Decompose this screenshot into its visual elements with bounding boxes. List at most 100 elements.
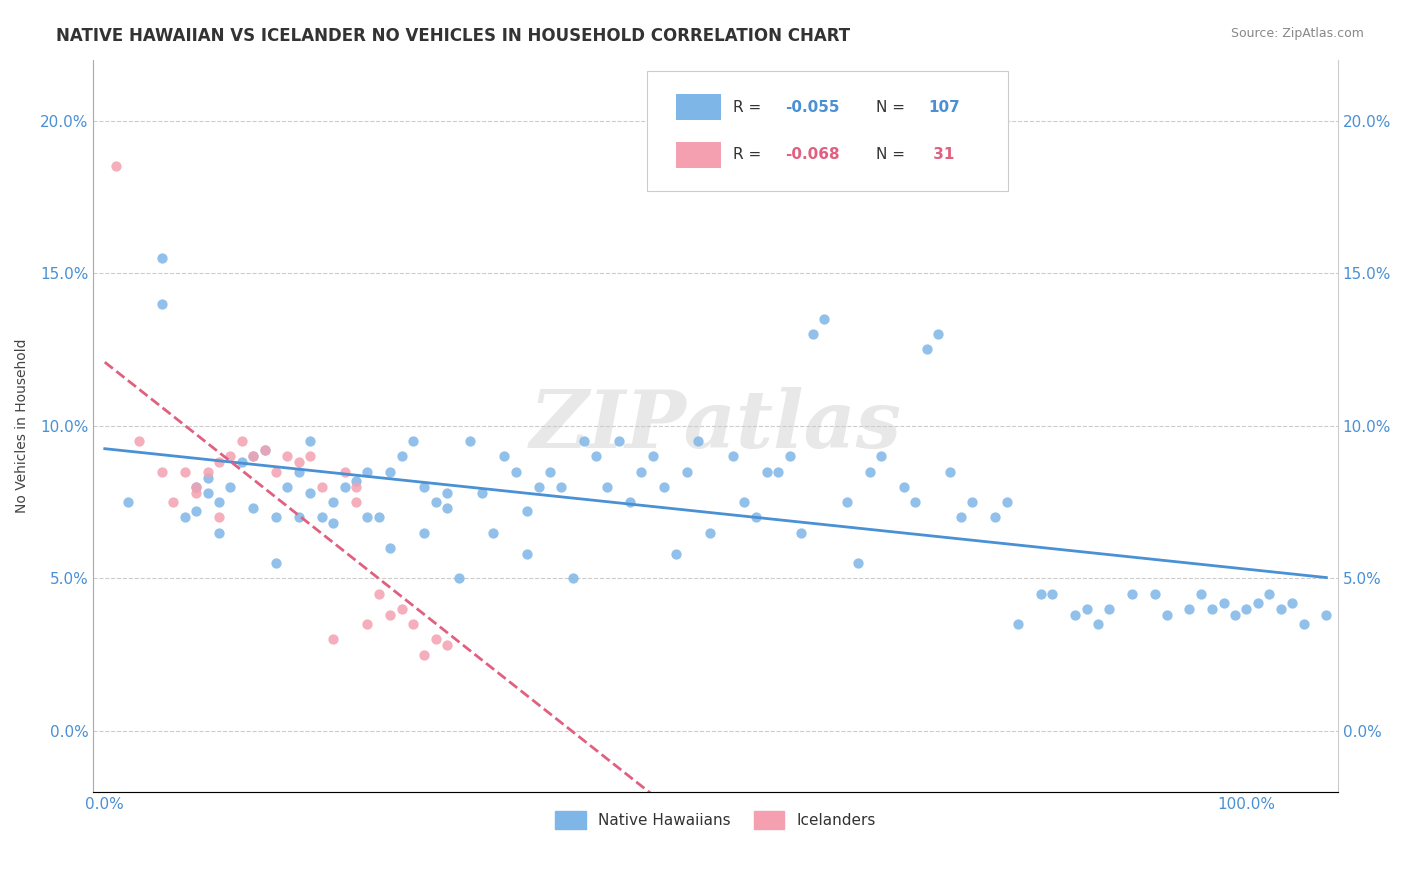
Point [494, 450, 516, 464]
FancyBboxPatch shape [676, 142, 720, 168]
Point [505, 465, 527, 479]
Point [242, 450, 264, 464]
Point [904, 495, 927, 509]
Y-axis label: No Vehicles in Household: No Vehicles in Household [15, 339, 30, 513]
Point [436, 501, 458, 516]
Point [197, 470, 219, 484]
Point [264, 465, 287, 479]
Point [299, 434, 322, 448]
Point [184, 486, 207, 500]
Text: 31: 31 [928, 147, 955, 162]
Point [128, 434, 150, 448]
Point [688, 434, 710, 448]
Text: -0.068: -0.068 [785, 147, 839, 162]
Point [299, 486, 322, 500]
Point [219, 480, 242, 494]
Point [356, 465, 378, 479]
Point [1121, 586, 1143, 600]
Point [1076, 602, 1098, 616]
Point [436, 486, 458, 500]
Point [1007, 617, 1029, 632]
Point [288, 510, 311, 524]
Point [333, 480, 356, 494]
Point [447, 571, 470, 585]
Point [665, 547, 688, 561]
Point [846, 556, 869, 570]
Point [413, 525, 436, 540]
Point [344, 480, 367, 494]
Point [184, 480, 207, 494]
Point [380, 607, 402, 622]
Point [413, 480, 436, 494]
Point [984, 510, 1007, 524]
Point [482, 525, 505, 540]
Point [995, 495, 1018, 509]
Point [276, 480, 298, 494]
Point [1247, 596, 1270, 610]
Point [755, 465, 778, 479]
Point [231, 455, 253, 469]
Point [1292, 617, 1315, 632]
Point [1189, 586, 1212, 600]
Point [253, 443, 276, 458]
Point [1064, 607, 1087, 622]
Point [927, 327, 949, 342]
Point [938, 465, 960, 479]
Point [768, 465, 790, 479]
Point [1144, 586, 1167, 600]
Point [162, 495, 184, 509]
Text: R =: R = [733, 147, 766, 162]
Point [380, 541, 402, 555]
Text: -0.055: -0.055 [785, 100, 839, 115]
Point [264, 556, 287, 570]
Point [299, 450, 322, 464]
Point [333, 465, 356, 479]
Point [173, 510, 195, 524]
Point [391, 602, 413, 616]
Point [813, 312, 835, 326]
Point [402, 434, 425, 448]
Point [402, 617, 425, 632]
Point [1178, 602, 1201, 616]
Text: N =: N = [876, 147, 910, 162]
Point [150, 465, 173, 479]
Point [585, 450, 607, 464]
Point [652, 480, 675, 494]
Point [676, 465, 699, 479]
Point [1281, 596, 1303, 610]
Point [744, 510, 766, 524]
Point [1040, 586, 1063, 600]
Point [219, 450, 242, 464]
Point [391, 450, 413, 464]
Point [1087, 617, 1109, 632]
Point [425, 495, 447, 509]
Text: ZIPatlas: ZIPatlas [530, 387, 901, 465]
Point [516, 504, 538, 518]
Point [150, 251, 173, 265]
Text: R =: R = [733, 100, 766, 115]
Point [1315, 607, 1337, 622]
Point [550, 480, 572, 494]
Point [264, 510, 287, 524]
Point [425, 632, 447, 647]
Point [367, 586, 389, 600]
Point [1201, 602, 1223, 616]
Point [208, 495, 231, 509]
Point [436, 639, 458, 653]
Point [801, 327, 824, 342]
Point [470, 486, 492, 500]
Point [1156, 607, 1178, 622]
Point [197, 486, 219, 500]
Point [1029, 586, 1052, 600]
Point [253, 443, 276, 458]
Point [1098, 602, 1121, 616]
Text: 107: 107 [928, 100, 960, 115]
Point [1258, 586, 1281, 600]
Point [311, 480, 333, 494]
Point [962, 495, 984, 509]
Point [288, 455, 311, 469]
Text: Source: ZipAtlas.com: Source: ZipAtlas.com [1230, 27, 1364, 40]
FancyBboxPatch shape [647, 70, 1008, 192]
Point [630, 465, 652, 479]
Point [733, 495, 755, 509]
